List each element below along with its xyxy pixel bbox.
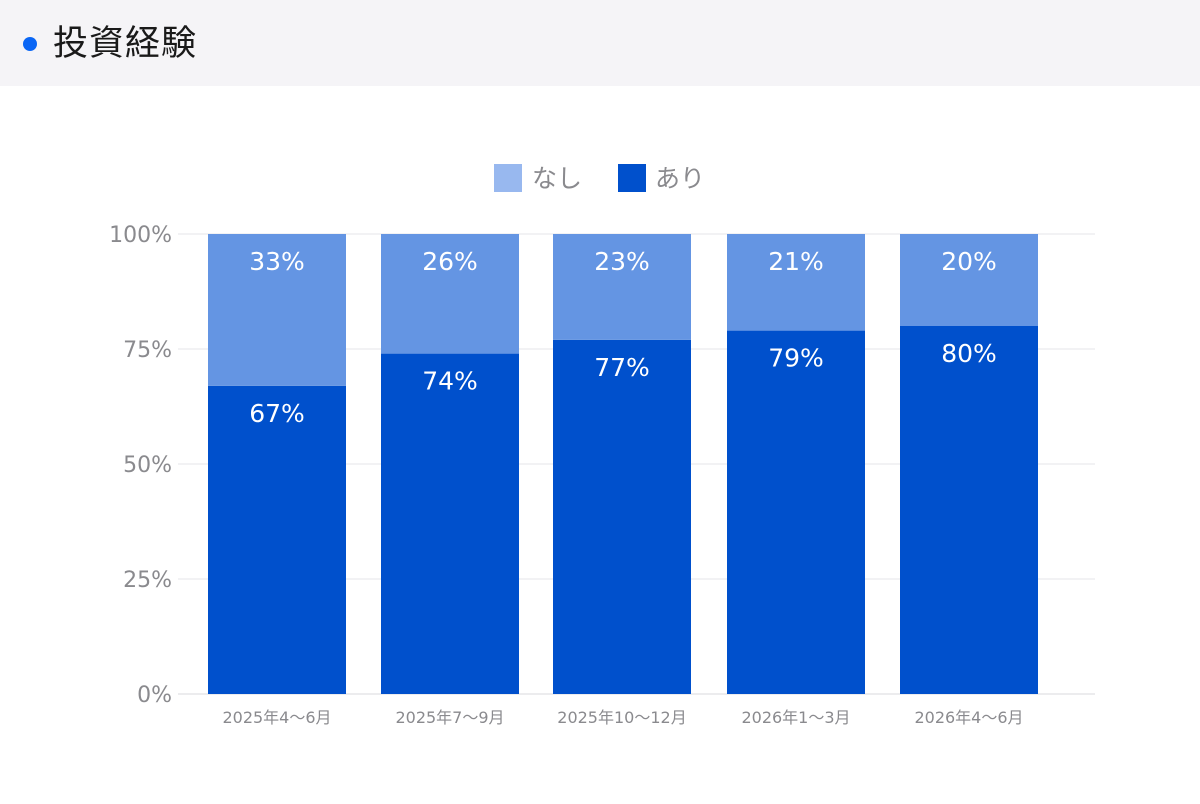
stacked-bar-chart: 0% 25% 50% 75% 100% 33% 67% 2025年4〜6月 26% 74% 2025… (109, 164, 1095, 727)
x-tick-label: 2025年4〜6月 (222, 708, 331, 727)
y-tick-label: 25% (123, 568, 172, 593)
bar-segment-nashi (208, 234, 346, 386)
bar-segment-nashi (553, 234, 691, 340)
data-label-nashi: 23% (594, 247, 650, 276)
bar-segment-ari (727, 330, 865, 694)
y-tick-label: 75% (123, 338, 172, 363)
data-label-ari: 74% (422, 367, 478, 396)
legend-swatch-ari (618, 164, 646, 192)
chart-container: 0% 25% 50% 75% 100% 33% 67% 2025年4〜6月 26% 74% 2025… (0, 86, 1200, 800)
legend-label-ari: あり (655, 164, 705, 193)
data-label-nashi: 20% (941, 247, 997, 276)
legend-label-nashi: なし (532, 164, 582, 193)
bar-segment-nashi (900, 234, 1038, 326)
data-label-ari: 79% (768, 344, 824, 373)
data-label-nashi: 33% (249, 247, 305, 276)
y-tick-label: 0% (137, 683, 172, 708)
data-label-nashi: 21% (768, 247, 824, 276)
bar-segment-nashi (381, 234, 519, 354)
bar-segment-ari (208, 385, 346, 694)
x-tick-label: 2026年1〜3月 (741, 708, 850, 727)
bar-segment-nashi (727, 234, 865, 331)
page-header: 投資経験 (0, 0, 1200, 86)
data-label-ari: 80% (941, 339, 997, 368)
y-tick-label: 100% (109, 223, 172, 248)
bar-segment-ari (900, 326, 1038, 694)
x-tick-label: 2026年4〜6月 (914, 708, 1023, 727)
x-tick-label: 2025年10〜12月 (557, 708, 686, 727)
bar-segment-ari (381, 353, 519, 694)
bar-segment-ari (553, 339, 691, 694)
page-title: 投資経験 (53, 24, 198, 64)
data-label-ari: 67% (249, 399, 305, 428)
bullet-dot-icon (23, 37, 37, 51)
data-label-nashi: 26% (422, 247, 478, 276)
legend-swatch-nashi (494, 164, 522, 192)
data-label-ari: 77% (594, 353, 650, 382)
y-tick-label: 50% (123, 453, 172, 478)
x-tick-label: 2025年7〜9月 (395, 708, 504, 727)
